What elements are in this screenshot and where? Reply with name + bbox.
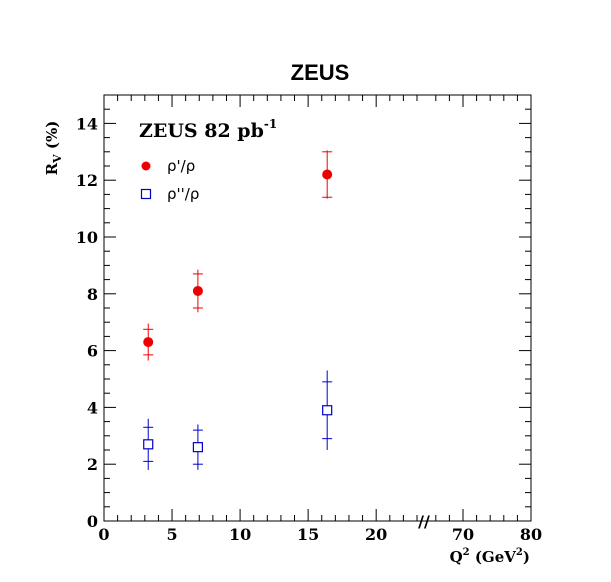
x-axis-label-sup: 2 (463, 547, 470, 558)
x-axis-label-sup2: 2 (516, 547, 523, 558)
x-tick-label: 5 (166, 525, 177, 544)
y-axis-label-sub: V (51, 154, 64, 164)
x-axis-label-rest: (GeV (470, 548, 517, 566)
data-point (143, 337, 154, 348)
x-axis-label-end: ) (523, 548, 530, 566)
data-point (143, 439, 154, 450)
x-axis-label-main: Q (450, 548, 463, 566)
y-axis-label-main: R (43, 162, 61, 175)
legend: ρ'/ρ ρ''/ρ (140, 157, 199, 203)
x-tick-label: 10 (229, 525, 251, 544)
minor-ticks (104, 95, 531, 521)
y-tick-label: 14 (76, 114, 98, 133)
y-axis: 0 2 4 6 8 10 12 14 (76, 114, 531, 531)
y-tick-label: 2 (87, 455, 98, 474)
chart-title: ZEUS (291, 60, 350, 85)
data-point (192, 442, 203, 453)
y-tick-label: 10 (76, 228, 98, 247)
y-tick-label: 6 (87, 342, 98, 361)
y-tick-label: 0 (87, 512, 98, 531)
y-tick-label: 12 (76, 171, 98, 190)
x-tick-label: 70 (452, 525, 474, 544)
y-axis-label: RV (%) (43, 121, 64, 176)
y-tick-label: 8 (87, 285, 98, 304)
series-rho-double-prime (143, 370, 333, 470)
y-tick-label: 4 (87, 398, 98, 417)
data-point (322, 405, 333, 416)
x-tick-label: 80 (520, 525, 542, 544)
legend-marker (141, 161, 151, 171)
legend-label: ρ'/ρ (167, 157, 195, 175)
series-rho-prime (143, 150, 333, 361)
legend-label: ρ''/ρ (167, 185, 199, 203)
data-point (322, 169, 333, 180)
experiment-label: ZEUS 82 pb-1 (139, 117, 277, 142)
data-series (143, 150, 333, 470)
x-axis-break: // (418, 512, 430, 531)
experiment-label-main: ZEUS 82 pb (139, 120, 264, 142)
legend-marker (140, 188, 152, 200)
data-point (192, 285, 203, 296)
y-axis-label-rest: (%) (43, 121, 61, 155)
x-tick-label: 15 (297, 525, 319, 544)
x-tick-label: 0 (98, 525, 109, 544)
x-axis: 0 5 10 15 20 70 80 (98, 95, 542, 544)
x-axis-label: Q2 (GeV2) (450, 547, 530, 566)
experiment-label-sup: -1 (264, 117, 277, 131)
x-tick-label: 20 (365, 525, 387, 544)
